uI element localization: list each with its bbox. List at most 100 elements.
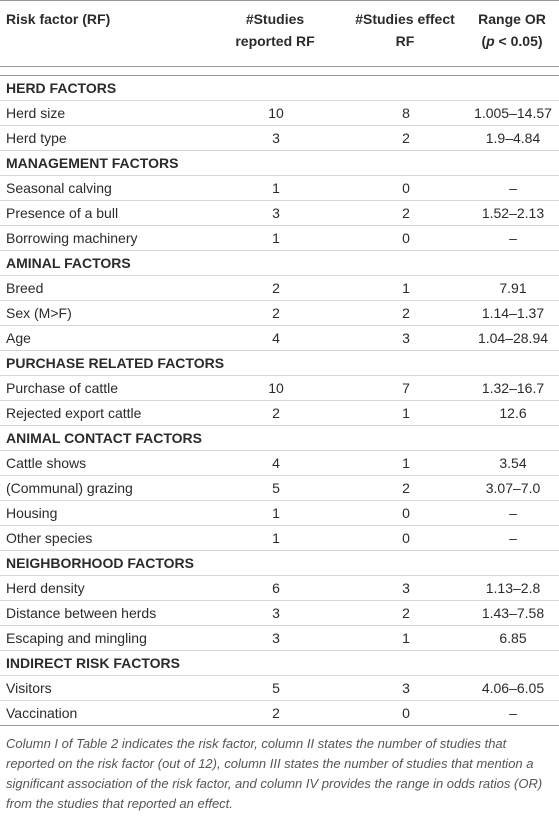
cell: 4 <box>205 450 345 476</box>
cell: 1.52–2.13 <box>465 200 559 226</box>
cell: 3 <box>205 625 345 651</box>
cell: 2 <box>345 600 465 626</box>
cell: Borrowing machinery <box>0 225 205 251</box>
data-row: Rejected export cattle 2 1 12.6 <box>0 400 559 426</box>
cell: 12.6 <box>465 400 559 426</box>
cell: 2 <box>205 300 345 326</box>
data-row: Herd density 6 3 1.13–2.8 <box>0 575 559 601</box>
cell: 0 <box>345 700 465 726</box>
section-title: INDIRECT RISK FACTORS <box>0 650 559 676</box>
cell: Rejected export cattle <box>0 400 205 426</box>
cell: 1 <box>205 175 345 201</box>
cell: 2 <box>345 475 465 501</box>
cell: 2 <box>345 200 465 226</box>
section-row: NEIGHBORHOOD FACTORS <box>0 550 559 576</box>
cell: Escaping and mingling <box>0 625 205 651</box>
cell: 1.9–4.84 <box>465 125 559 151</box>
header-text: #Studies effect <box>355 11 455 27</box>
cell: Cattle shows <box>0 450 205 476</box>
data-row: Herd size 10 8 1.005–14.57 <box>0 100 559 126</box>
cell: 1 <box>205 525 345 551</box>
cell: 3 <box>205 600 345 626</box>
cell: Age <box>0 325 205 351</box>
section-row: AMINAL FACTORS <box>0 250 559 276</box>
header-line: RF <box>349 30 461 52</box>
cell: 3 <box>345 575 465 601</box>
cell: 2 <box>345 125 465 151</box>
data-row: Breed 2 1 7.91 <box>0 275 559 301</box>
cell: Seasonal calving <box>0 175 205 201</box>
cell: 1 <box>345 625 465 651</box>
data-row: Housing 1 0– <box>0 500 559 526</box>
header-line: (p < 0.05) <box>469 30 555 52</box>
cell: 0 <box>345 525 465 551</box>
header-line: reported RF <box>209 30 341 52</box>
cell: – <box>465 175 559 201</box>
cell: 7.91 <box>465 275 559 301</box>
cell: 1.32–16.7 <box>465 375 559 401</box>
cell: – <box>465 225 559 251</box>
cell: 1.43–7.58 <box>465 600 559 626</box>
cell: Sex (M>F) <box>0 300 205 326</box>
cell: 5 <box>205 675 345 701</box>
data-row: Visitors 5 3 4.06–6.05 <box>0 675 559 701</box>
data-row: Sex (M>F) 2 2 1.14–1.37 <box>0 300 559 326</box>
cell: Breed <box>0 275 205 301</box>
section-row: ANIMAL CONTACT FACTORS <box>0 425 559 451</box>
caption: Column I of Table 2 indicates the risk f… <box>6 736 543 811</box>
cell: 2 <box>345 300 465 326</box>
header-line: #Studies effect <box>349 8 461 30</box>
cell: 1.04–28.94 <box>465 325 559 351</box>
section-title: MANAGEMENT FACTORS <box>0 150 559 176</box>
header-cell: Risk factor (RF) <box>0 0 205 67</box>
data-row: Herd type 3 2 1.9–4.84 <box>0 125 559 151</box>
header-text: #Studies <box>245 11 305 27</box>
section-title: AMINAL FACTORS <box>0 250 559 276</box>
header-text: Range OR <box>478 11 546 27</box>
data-row: Borrowing machinery 1 0– <box>0 225 559 251</box>
header-text: ( <box>481 33 487 49</box>
spacer <box>0 67 559 76</box>
section-row: MANAGEMENT FACTORS <box>0 150 559 176</box>
data-row: Cattle shows 4 1 3.54 <box>0 450 559 476</box>
data-row: Seasonal calving 1 0– <box>0 175 559 201</box>
cell: Vaccination <box>0 700 205 726</box>
spacer-row <box>0 67 559 76</box>
cell: Housing <box>0 500 205 526</box>
section-row: PURCHASE RELATED FACTORS <box>0 350 559 376</box>
header-text: RF <box>395 33 415 49</box>
data-row: (Communal) grazing 5 2 3.07–7.0 <box>0 475 559 501</box>
data-row: Presence of a bull 3 2 1.52–2.13 <box>0 200 559 226</box>
data-row: Distance between herds 3 2 1.43–7.58 <box>0 600 559 626</box>
section-title: NEIGHBORHOOD FACTORS <box>0 550 559 576</box>
cell: 3 <box>205 200 345 226</box>
cell: Distance between herds <box>0 600 205 626</box>
cell: 3 <box>205 125 345 151</box>
header-cell: #Studies reported RF <box>205 0 345 67</box>
header-text: p <box>486 33 495 49</box>
header-cell: Range OR (p < 0.05) <box>465 0 559 67</box>
cell: 0 <box>345 225 465 251</box>
cell: Herd size <box>0 100 205 126</box>
cell: 1.13–2.8 <box>465 575 559 601</box>
data-row: Vaccination 2 0– <box>0 700 559 726</box>
cell: 5 <box>205 475 345 501</box>
cell: 1 <box>345 450 465 476</box>
cell: 6.85 <box>465 625 559 651</box>
cell: 10 <box>205 100 345 126</box>
cell: 1 <box>205 225 345 251</box>
cell: Herd density <box>0 575 205 601</box>
cell: 3.54 <box>465 450 559 476</box>
table: Risk factor (RF) #Studies reported RF #Stud… <box>0 0 559 726</box>
cell: 0 <box>345 175 465 201</box>
cell: 2 <box>205 275 345 301</box>
cell: 2 <box>205 700 345 726</box>
cell: 2 <box>205 400 345 426</box>
cell: Herd type <box>0 125 205 151</box>
header-text: reported RF <box>235 33 315 49</box>
cell: 3.07–7.0 <box>465 475 559 501</box>
header-text: Risk factor (RF) <box>6 11 111 27</box>
data-row: Other species 1 0– <box>0 525 559 551</box>
cell: 1.14–1.37 <box>465 300 559 326</box>
cell: 1 <box>345 275 465 301</box>
